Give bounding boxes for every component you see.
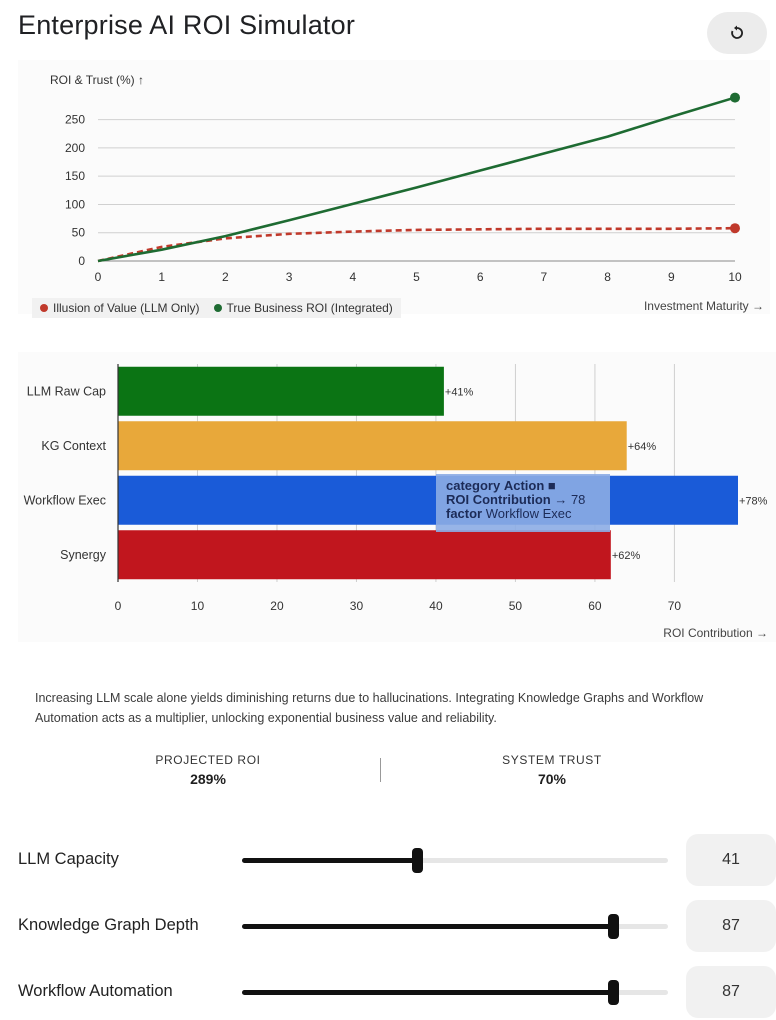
y-tick-label: 250 <box>65 113 85 127</box>
workflow-automation-slider[interactable] <box>242 980 668 1005</box>
system-trust-stat: SYSTEM TRUST 70% <box>452 753 652 787</box>
x-tick-label: 7 <box>541 270 548 284</box>
bar-synergy <box>118 530 611 580</box>
slider-row-knowledge-graph-depth: Knowledge Graph Depth 87 <box>0 900 776 952</box>
projected-roi-label: PROJECTED ROI <box>155 753 261 767</box>
tooltip-roi-value: → 78 <box>554 492 586 507</box>
bar-value-label: +62% <box>612 550 641 562</box>
y-tick-label: 50 <box>72 226 86 240</box>
legend-label: Illusion of Value (LLM Only) <box>53 301 200 315</box>
tooltip-category-key: category <box>446 478 501 493</box>
bar-kg-context <box>118 421 627 471</box>
slider-fill <box>242 990 613 995</box>
x-tick-label: 10 <box>191 599 205 613</box>
bar-workflow-exec <box>118 475 738 525</box>
y-tick-label: 0 <box>78 254 85 268</box>
x-tick-label: 60 <box>588 599 602 613</box>
x-tick-label: 0 <box>115 599 122 613</box>
category-label: KG Context <box>41 439 106 453</box>
slider-thumb[interactable] <box>411 848 423 873</box>
x-tick-label: 4 <box>349 270 356 284</box>
workflow-automation-value[interactable]: 87 <box>686 966 776 1018</box>
tooltip-factor-value: Workflow Exec <box>485 506 572 521</box>
legend-dot-illusion <box>40 304 48 312</box>
x-axis-label: Investment Maturity → <box>644 299 764 313</box>
x-tick-label: 5 <box>413 270 420 284</box>
slider-thumb[interactable] <box>607 914 619 939</box>
page-title: Enterprise AI ROI Simulator <box>18 10 356 40</box>
y-tick-label: 100 <box>65 197 85 211</box>
roi-contribution-bar-chart-card: ROI Contribution → 0 10 20 30 40 50 60 70 LLM Ra… <box>18 352 776 642</box>
legend-item-true-roi[interactable]: True Business ROI (Integrated) <box>213 301 393 315</box>
x-tick-label: 0 <box>95 270 102 284</box>
x-tick-label: 2 <box>222 270 229 284</box>
tooltip-category-value: Action ■ <box>503 478 556 493</box>
x-tick-label: 8 <box>604 270 611 284</box>
bar-tooltip: category Action ■ ROI Contribution → 78 … <box>436 474 610 532</box>
bar-value-label: +41% <box>445 386 474 398</box>
category-label: Synergy <box>60 548 107 562</box>
x-tick-label: 70 <box>668 599 682 613</box>
slider-fill <box>242 858 417 863</box>
legend-dot-true-roi <box>213 304 222 312</box>
projected-roi-value: 289% <box>190 771 226 787</box>
roi-line-chart: ROI & Trust (%) ↑ Investment Maturity → … <box>50 73 764 313</box>
y-tick-label: 200 <box>65 141 85 155</box>
x-tick-label: 10 <box>728 270 742 284</box>
x-tick-label: 40 <box>429 599 443 613</box>
y-tick-label: 150 <box>65 169 85 183</box>
x-tick-label: 1 <box>158 270 165 284</box>
knowledge-graph-depth-value[interactable]: 87 <box>686 900 776 952</box>
stat-divider <box>380 758 381 782</box>
x-tick-label: 20 <box>270 599 284 613</box>
legend-label: True Business ROI (Integrated) <box>226 301 393 315</box>
x-axis-label: ROI Contribution → <box>663 626 768 640</box>
slider-row-llm-capacity: LLM Capacity 41 <box>0 834 776 886</box>
series-line-true-roi <box>97 96 736 263</box>
category-label: Workflow Exec <box>24 493 106 507</box>
x-tick-label: 3 <box>286 270 293 284</box>
legend-item-illusion[interactable]: Illusion of Value (LLM Only) <box>40 301 200 315</box>
llm-capacity-slider[interactable] <box>242 848 668 873</box>
series-line-illusion <box>97 226 736 263</box>
bar-value-label: +64% <box>628 441 657 453</box>
system-trust-value: 70% <box>537 771 567 787</box>
roi-line-chart-card: ROI & Trust (%) ↑ Investment Maturity → … <box>18 60 770 314</box>
summary-description: Increasing LLM scale alone yields dimini… <box>35 691 704 725</box>
llm-capacity-value[interactable]: 41 <box>686 834 776 886</box>
y-axis-label: ROI & Trust (%) ↑ <box>50 73 144 87</box>
roi-contribution-bar-chart: ROI Contribution → 0 10 20 30 40 50 60 70 LLM Ra… <box>24 364 768 640</box>
slider-label: Workflow Automation <box>18 982 173 1000</box>
slider-label: Knowledge Graph Depth <box>18 916 199 934</box>
reset-button[interactable] <box>707 12 767 54</box>
series-end-point <box>730 223 740 234</box>
knowledge-graph-depth-slider[interactable] <box>242 914 668 939</box>
slider-label: LLM Capacity <box>18 850 119 868</box>
line-chart-legend: Illusion of Value (LLM Only) True Busine… <box>32 298 401 318</box>
tooltip-roi-key: ROI Contribution <box>446 492 551 507</box>
x-tick-label: 30 <box>350 599 364 613</box>
slider-thumb[interactable] <box>607 980 619 1005</box>
system-trust-label: SYSTEM TRUST <box>502 753 602 767</box>
bar-value-label: +78% <box>739 495 768 507</box>
x-tick-label: 6 <box>477 270 484 284</box>
series-end-point <box>730 92 740 103</box>
slider-fill <box>242 924 613 929</box>
reset-icon <box>731 25 743 39</box>
bar-llm-raw-cap <box>118 366 444 416</box>
x-tick-label: 50 <box>509 599 523 613</box>
x-tick-label: 9 <box>668 270 675 284</box>
slider-row-workflow-automation: Workflow Automation 87 <box>0 966 776 1018</box>
tooltip-factor-key: factor <box>446 506 483 521</box>
category-label: LLM Raw Cap <box>27 384 106 398</box>
projected-roi-stat: PROJECTED ROI 289% <box>108 753 308 787</box>
